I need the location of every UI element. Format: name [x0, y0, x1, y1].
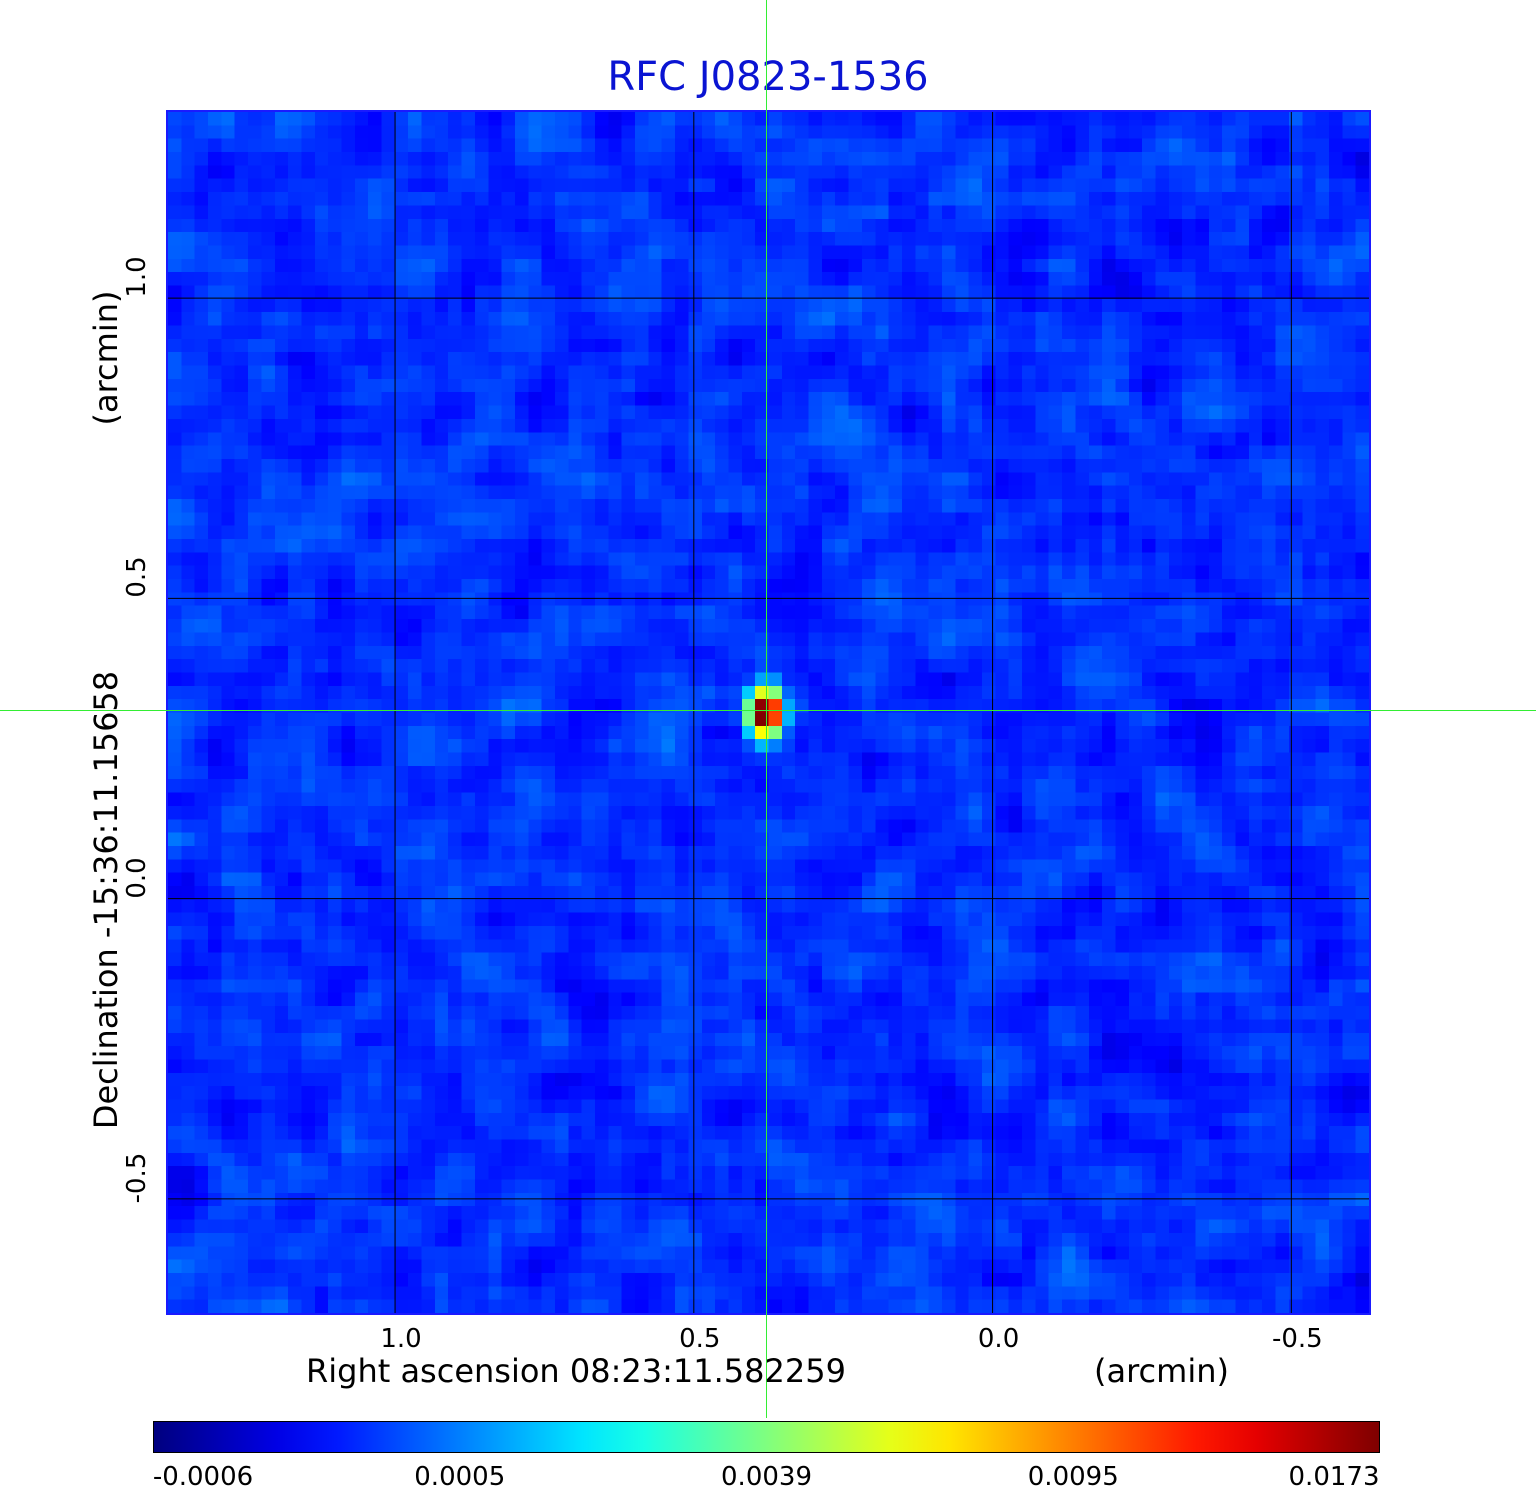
- colorbar-tick-label: 0.0039: [721, 1462, 812, 1492]
- x-axis-unit: (arcmin): [1094, 1352, 1229, 1390]
- chart-title: RFC J0823-1536: [607, 54, 929, 100]
- x-axis-label: Right ascension 08:23:11.582259: [306, 1352, 846, 1390]
- colorbar-tick-label: 0.0005: [414, 1462, 506, 1492]
- x-tick-label: 0.5: [679, 1324, 721, 1354]
- y-tick-label: 0.0: [122, 856, 152, 899]
- coordinate-grid: [168, 112, 1369, 1313]
- sky-intensity-map: [168, 112, 1369, 1313]
- sky-image-plot[interactable]: [166, 110, 1371, 1315]
- y-tick-label: -0.5: [122, 1152, 152, 1204]
- colorbar-tick-label: 0.0173: [1288, 1462, 1380, 1492]
- colorbar-tick-label: -0.0006: [152, 1462, 254, 1492]
- y-tick-label: 0.5: [122, 556, 152, 599]
- x-tick-label: -0.5: [1271, 1324, 1323, 1354]
- y-tick-label: 1.0: [122, 256, 152, 298]
- x-tick-label: 0.0: [977, 1324, 1020, 1354]
- x-tick-label: 1.0: [380, 1324, 422, 1354]
- y-axis-label: Declination -15:36:11.15658: [87, 670, 125, 1130]
- y-axis-unit: (arcmin): [87, 290, 125, 426]
- colorbar-tick-label: 0.0095: [1027, 1462, 1119, 1492]
- colorbar: [153, 1421, 1380, 1453]
